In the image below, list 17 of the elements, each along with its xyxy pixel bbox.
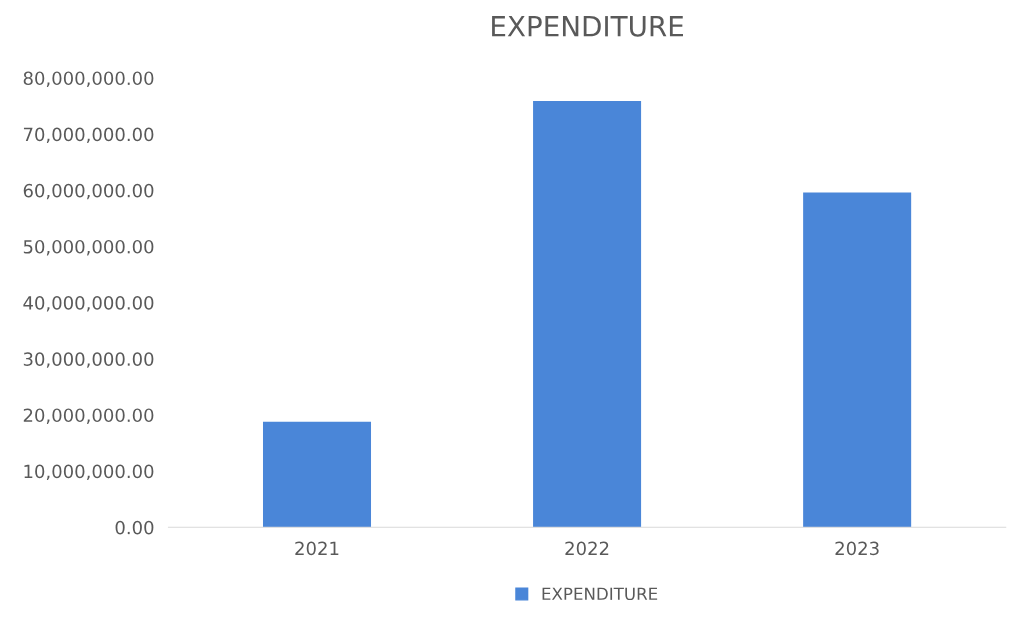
- y-tick-label: 50,000,000.00: [23, 239, 154, 256]
- y-tick-label: 10,000,000.00: [24, 464, 154, 481]
- y-tick-label: 70,000,000.00: [23, 127, 154, 144]
- y-tick-label: 80,000,000.00: [23, 71, 154, 87]
- chart-title: EXPENDITURE: [492, 16, 683, 37]
- bar: [803, 192, 912, 528]
- y-tick-label: 40,000,000.00: [23, 296, 154, 312]
- x-tick-label: 2023: [835, 541, 879, 556]
- y-tick-label: 30,000,000.00: [23, 352, 154, 368]
- legend-label: EXPENDITURE: [542, 587, 658, 601]
- y-tick-label: 0.00: [115, 520, 154, 535]
- bar: [533, 101, 642, 528]
- x-tick-label: 2021: [295, 541, 339, 556]
- y-tick-label: 60,000,000.00: [23, 183, 154, 200]
- bar: [262, 421, 372, 528]
- y-tick-label: 20,000,000.00: [23, 408, 154, 424]
- x-tick-label: 2022: [565, 541, 609, 556]
